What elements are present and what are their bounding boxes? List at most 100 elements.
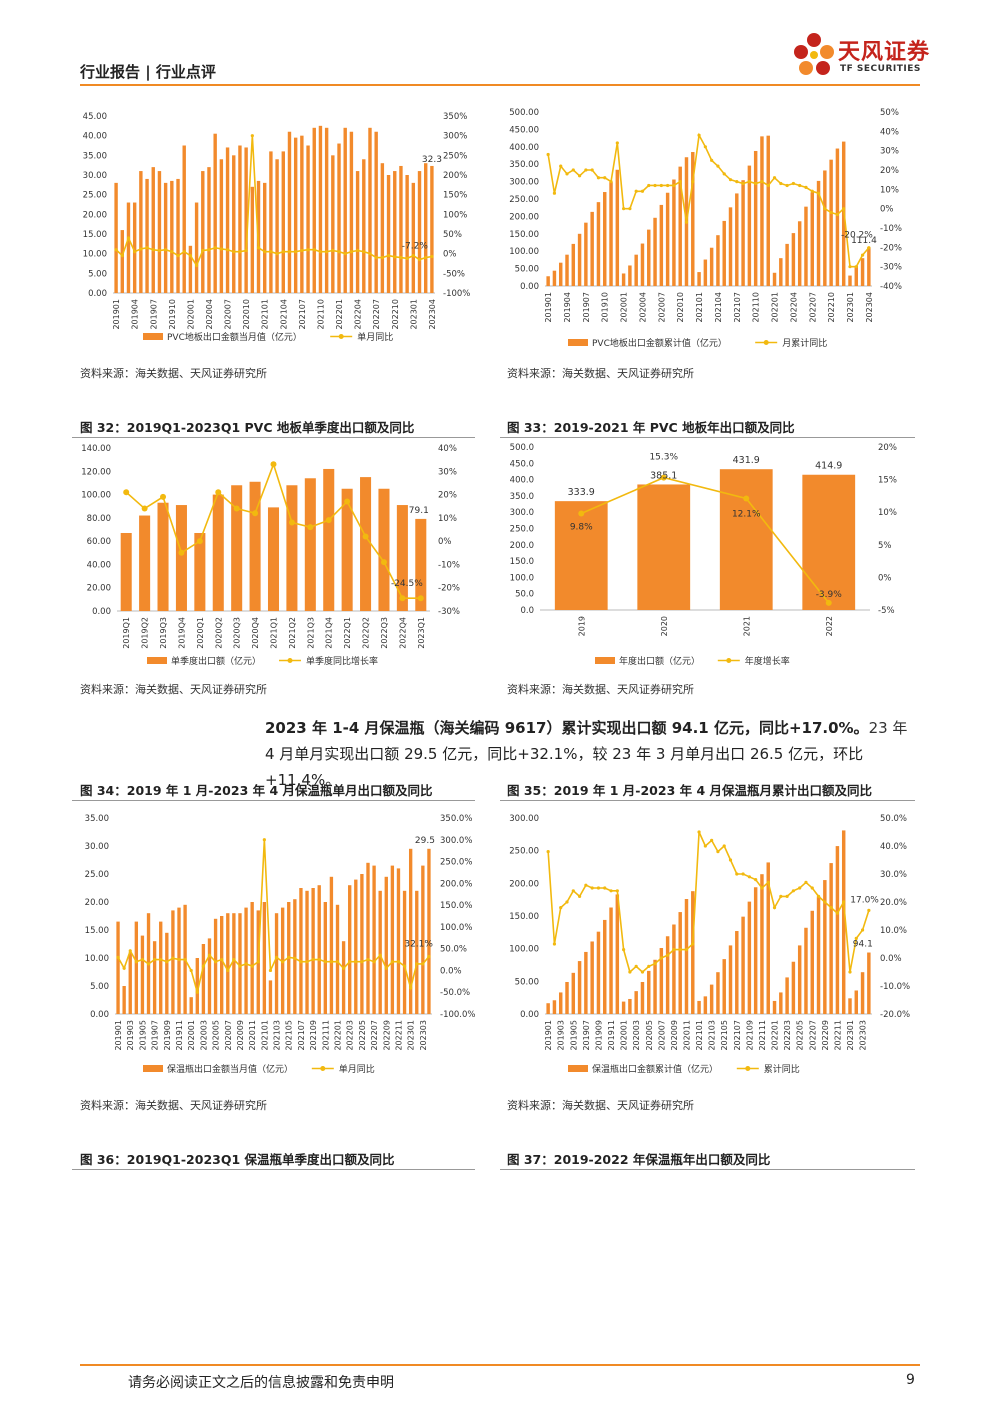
line-point <box>760 886 764 890</box>
bar <box>848 998 852 1014</box>
line-point <box>178 549 185 556</box>
line-point <box>176 254 180 258</box>
line-point <box>335 960 340 964</box>
bar <box>287 131 292 293</box>
bar <box>829 159 833 286</box>
x-tick-label: 2023Q1 <box>417 617 426 649</box>
y-tick-right: -30% <box>880 263 902 273</box>
x-tick-label: 201903 <box>126 1020 135 1051</box>
bar <box>244 147 248 293</box>
bar <box>665 936 670 1014</box>
line-series <box>547 831 870 974</box>
y-tick-right: 50.0% <box>440 945 467 955</box>
bar <box>728 945 733 1014</box>
line-point <box>867 908 871 912</box>
line-point <box>126 236 131 240</box>
bar <box>213 918 218 1014</box>
x-tick-label: 202211 <box>394 1020 403 1051</box>
line-point <box>378 953 382 957</box>
line-point <box>368 252 372 256</box>
y-tick-left: 50.00 <box>515 265 539 275</box>
x-tick-label: 202301 <box>846 1020 855 1051</box>
line-point <box>317 957 321 962</box>
line-point <box>660 474 667 481</box>
line-point <box>151 248 155 252</box>
line-series <box>115 135 433 268</box>
line-point <box>816 894 821 898</box>
line-series <box>547 132 870 268</box>
bar <box>421 865 425 1014</box>
bar <box>665 192 670 286</box>
line-point <box>390 960 394 964</box>
y-tick-right: 40% <box>438 444 457 454</box>
bar <box>393 171 397 293</box>
line-point <box>182 250 186 254</box>
line-point <box>430 254 434 259</box>
legend-swatch-point <box>320 1066 326 1071</box>
data-label-bar: 431.9 <box>733 455 760 466</box>
bar <box>860 258 865 286</box>
line-point <box>114 248 118 252</box>
x-tick-label: 202109 <box>745 1020 754 1051</box>
y-tick-right: 350.0% <box>440 814 472 824</box>
bar <box>152 941 157 1014</box>
figure-title-32: 图 32：2019Q1-2023Q1 PVC 地板单季度出口额及同比 <box>80 420 415 435</box>
logo-text-en: TF SECURITIES <box>840 64 921 74</box>
x-tick-label: 202001 <box>186 299 195 330</box>
bar <box>341 488 353 611</box>
line-point <box>116 955 120 959</box>
line-point <box>183 957 187 962</box>
line-point <box>653 962 657 966</box>
x-tick-label: 2022Q3 <box>380 617 389 649</box>
y-tick-left: 200.00 <box>509 879 539 889</box>
bar <box>324 127 329 293</box>
x-tick-label: 2019Q2 <box>141 617 150 649</box>
x-tick-label: 201911 <box>175 1020 184 1051</box>
line-point <box>747 875 751 879</box>
line-point <box>281 250 285 254</box>
chart-thermos-cumulative: 0.00 50.00 100.00 150.00 200.00 250.00 300.00 -… <box>509 814 910 1075</box>
bar <box>735 193 739 286</box>
bar <box>766 862 770 1014</box>
line-point <box>577 174 582 178</box>
line-point <box>647 183 651 188</box>
bar <box>760 874 764 1014</box>
line-point <box>678 180 682 184</box>
line-point <box>250 134 254 138</box>
bar <box>672 179 676 286</box>
data-label-bar: 385.1 <box>650 470 677 481</box>
legend-swatch-bar <box>143 1065 163 1072</box>
line-point <box>293 956 297 960</box>
x-tick-label: 202107 <box>298 299 307 330</box>
x-tick-label: 2020Q1 <box>196 617 205 649</box>
y-tick-left: 400.0 <box>510 476 534 486</box>
bar <box>232 155 236 293</box>
bar <box>791 961 796 1014</box>
bar <box>647 970 651 1014</box>
x-tick-label: 2022Q1 <box>343 617 352 649</box>
bar <box>360 874 364 1014</box>
y-tick-left: 0.00 <box>90 1010 109 1020</box>
line-point <box>584 883 588 887</box>
x-tick-label: 201910 <box>168 299 177 330</box>
y-tick-right: 10% <box>878 508 897 518</box>
line-point <box>565 172 569 176</box>
y-tick-right: -30% <box>438 607 460 617</box>
bar <box>565 981 569 1014</box>
bar <box>609 907 613 1014</box>
line-point <box>415 962 419 966</box>
y-tick-right: 0% <box>878 573 892 583</box>
bar <box>122 986 126 1014</box>
figure-title-36: 图 36：2019Q1-2023Q1 保温瓶单季度出口额及同比 <box>80 1152 395 1167</box>
report-category: 行业报告 | 行业点评 <box>80 63 216 81</box>
bar <box>159 921 163 1014</box>
line-point <box>684 948 689 952</box>
legend-swatch-bar <box>568 1065 588 1072</box>
x-tick-label: 2022Q4 <box>398 617 407 649</box>
bar <box>212 494 224 611</box>
x-tick-label: 202204 <box>789 292 798 323</box>
x-tick-label: 202101 <box>695 1020 704 1051</box>
bar <box>396 505 408 611</box>
x-tick-label: 202009 <box>236 1020 245 1051</box>
y-tick-right: 15% <box>878 476 897 486</box>
